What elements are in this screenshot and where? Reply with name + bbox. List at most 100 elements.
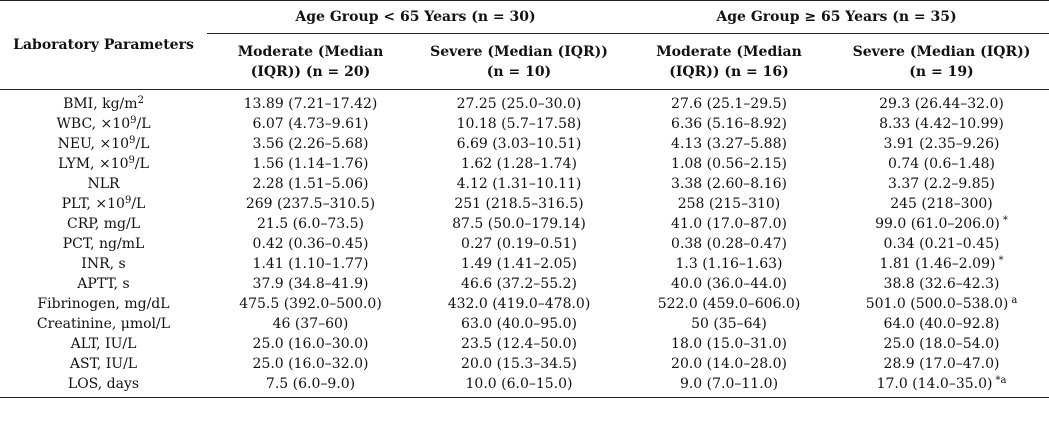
median-iqr-value: 21.5 (6.0–73.5) [257,216,364,232]
median-iqr-value: 8.33 (4.42–10.99) [879,116,1004,132]
unit-exponent: 2 [137,95,144,106]
unit-exponent: 9 [124,195,132,206]
table-row: Fibrinogen, mg/dL 475.5 (392.0–500.0) 432.… [0,294,1049,314]
table-row: BMI, kg/m2 13.89 (7.21–17.42) 27.25 (25.0–… [0,90,1049,115]
header-line: Moderate (Median [237,43,384,60]
significance-mark: *a [995,375,1007,386]
table-row: PLT, ×109/L 269 (237.5–310.5) 251 (218.5–3… [0,194,1049,214]
median-iqr-value: 9.0 (7.0–11.0) [679,376,779,392]
parameter-label: APTT, s [0,274,207,294]
value-cell: 13.89 (7.21–17.42) [207,90,414,115]
severe-under-65-header: Severe (Median (IQR)) (n = 10) [414,33,624,90]
header-line: (IQR)) (n = 20) [250,63,371,80]
median-iqr-value: 7.5 (6.0–9.0) [265,376,356,392]
median-iqr-value: 20.0 (15.3–34.5) [461,356,577,372]
parameter-label: BMI, kg/m2 [0,90,207,115]
table-row: Creatinine, μmol/L 46 (37–60) 63.0 (40.0–9… [0,314,1049,334]
parameter-label: AST, IU/L [0,354,207,374]
unit-exponent: 9 [129,135,136,146]
value-cell: 3.38 (2.60–8.16) [624,174,834,194]
median-iqr-value: 46 (37–60) [272,316,349,332]
value-cell: 475.5 (392.0–500.0) [207,294,414,314]
parameter-name: PCT, ng/mL [62,236,145,252]
median-iqr-value: 501.0 (500.0–538.0) [865,296,1009,312]
table-body: BMI, kg/m2 13.89 (7.21–17.42) 27.25 (25.0–… [0,90,1049,398]
value-cell: 7.5 (6.0–9.0) [207,374,414,398]
parameter-label: LOS, days [0,374,207,398]
median-iqr-value: 258 (215–310) [677,196,781,212]
parameter-name: LOS, days [67,376,140,392]
value-cell: 29.3 (26.44–32.0) [834,90,1049,115]
median-iqr-value: 63.0 (40.0–95.0) [461,316,577,332]
median-iqr-value: 38.8 (32.6–42.3) [883,276,1000,292]
value-cell: 501.0 (500.0–538.0) a [834,294,1049,314]
median-iqr-value: 87.5 (50.0–179.14) [452,216,586,232]
value-cell: 25.0 (16.0–30.0) [207,334,414,354]
median-iqr-value: 0.38 (0.28–0.47) [671,236,787,252]
value-cell: 6.69 (3.03–10.51) [414,134,624,154]
header-line: Moderate (Median [656,43,802,60]
parameter-label: PCT, ng/mL [0,234,207,254]
median-iqr-value: 28.9 (17.0–47.0) [883,356,1000,372]
median-iqr-value: 10.0 (6.0–15.0) [465,376,573,392]
value-cell: 40.0 (36.0–44.0) [624,274,834,294]
median-iqr-value: 1.56 (1.14–1.76) [252,156,369,172]
parameter-name: APTT, s [77,276,130,292]
parameter-name: CRP, mg/L [67,216,140,232]
median-iqr-value: 522.0 (459.0–606.0) [657,296,801,312]
value-cell: 46.6 (37.2–55.2) [414,274,624,294]
significance-mark: * [998,255,1004,266]
parameter-label: NLR [0,174,207,194]
value-cell: 23.5 (12.4–50.0) [414,334,624,354]
value-cell: 27.6 (25.1–29.5) [624,90,834,115]
median-iqr-value: 1.62 (1.28–1.74) [461,156,577,172]
median-iqr-value: 3.38 (2.60–8.16) [671,176,787,192]
value-cell: 0.38 (0.28–0.47) [624,234,834,254]
value-cell: 1.56 (1.14–1.76) [207,154,414,174]
value-cell: 6.07 (4.73–9.61) [207,114,414,134]
value-cell: 50 (35–64) [624,314,834,334]
median-iqr-value: 20.0 (14.0–28.0) [671,356,787,372]
median-iqr-value: 25.0 (16.0–30.0) [252,336,369,352]
age-65-plus-group-header: Age Group ≥ 65 Years (n = 35) [624,0,1049,34]
parameter-name: LYM, ×10 [58,156,129,172]
median-iqr-value: 6.69 (3.03–10.51) [456,136,582,152]
value-cell: 245 (218–300) [834,194,1049,214]
header-line: Severe (Median (IQR)) [852,43,1031,60]
header-line: Severe (Median (IQR)) [430,43,608,60]
lab-parameters-table: Laboratory Parameters Age Group < 65 Yea… [0,0,1049,398]
table-row: LYM, ×109/L 1.56 (1.14–1.76) 1.62 (1.28–1.… [0,154,1049,174]
parameter-name: NLR [87,176,120,192]
value-cell: 10.18 (5.7–17.58) [414,114,624,134]
value-cell: 87.5 (50.0–179.14) [414,214,624,234]
parameter-label: INR, s [0,254,207,274]
median-iqr-value: 4.12 (1.31–10.11) [456,176,582,192]
median-iqr-value: 18.0 (15.0–31.0) [671,336,787,352]
value-cell: 432.0 (419.0–478.0) [414,294,624,314]
parameter-label: Fibrinogen, mg/dL [0,294,207,314]
parameter-name: BMI, kg/m [63,96,138,112]
parameter-label: WBC, ×109/L [0,114,207,134]
value-cell: 4.13 (3.27–5.88) [624,134,834,154]
median-iqr-value: 251 (218.5–316.5) [454,196,584,212]
group-header-row: Laboratory Parameters Age Group < 65 Yea… [0,0,1049,90]
table-row: AST, IU/L 25.0 (16.0–32.0) 20.0 (15.3–34.5… [0,354,1049,374]
value-cell: 9.0 (7.0–11.0) [624,374,834,398]
median-iqr-value: 29.3 (26.44–32.0) [879,96,1004,112]
unit-suffix: /L [135,136,150,152]
parameter-label: ALT, IU/L [0,334,207,354]
value-cell: 27.25 (25.0–30.0) [414,90,624,115]
parameter-label: Creatinine, μmol/L [0,314,207,334]
table-row: PCT, ng/mL 0.42 (0.36–0.45) 0.27 (0.19–0.5… [0,234,1049,254]
value-cell: 46 (37–60) [207,314,414,334]
parameters-column-header: Laboratory Parameters [0,0,207,90]
unit-suffix: /L [136,116,151,132]
value-cell: 522.0 (459.0–606.0) [624,294,834,314]
unit-suffix: /L [134,156,149,172]
value-cell: 1.41 (1.10–1.77) [207,254,414,274]
parameter-name: WBC, ×10 [56,116,131,132]
median-iqr-value: 40.0 (36.0–44.0) [671,276,787,292]
median-iqr-value: 3.37 (2.2–9.85) [888,176,995,192]
value-cell: 8.33 (4.42–10.99) [834,114,1049,134]
median-iqr-value: 41.0 (17.0–87.0) [671,216,787,232]
